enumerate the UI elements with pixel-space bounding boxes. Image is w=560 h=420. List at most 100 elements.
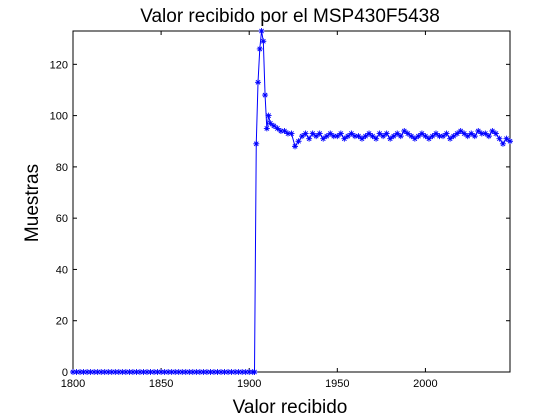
data-point bbox=[91, 369, 98, 375]
data-point bbox=[482, 130, 489, 137]
data-point bbox=[429, 133, 436, 140]
data-point bbox=[394, 130, 401, 137]
data-point bbox=[464, 133, 471, 140]
y-axis-label: Muestras bbox=[22, 164, 43, 242]
data-point bbox=[390, 133, 397, 140]
data-point bbox=[80, 369, 87, 375]
data-point bbox=[468, 130, 475, 137]
data-point bbox=[210, 369, 217, 375]
data-point bbox=[228, 369, 235, 375]
data-point bbox=[376, 130, 383, 137]
data-point bbox=[189, 369, 196, 375]
data-point bbox=[232, 369, 239, 375]
data-point bbox=[408, 133, 415, 140]
data-point bbox=[182, 369, 189, 375]
data-point bbox=[161, 369, 168, 375]
data-point bbox=[203, 369, 210, 375]
series-line bbox=[73, 30, 511, 373]
data-point bbox=[214, 369, 221, 375]
data-point bbox=[263, 125, 270, 132]
data-point bbox=[225, 369, 232, 375]
data-point bbox=[218, 369, 225, 375]
data-point bbox=[362, 133, 369, 140]
x-tick-label: 1800 bbox=[61, 378, 85, 390]
data-point bbox=[475, 127, 482, 134]
data-point bbox=[323, 133, 330, 140]
data-point bbox=[373, 135, 380, 142]
data-point bbox=[165, 369, 172, 375]
data-point bbox=[418, 130, 425, 137]
data-point bbox=[147, 369, 154, 375]
data-point bbox=[235, 369, 242, 375]
data-point bbox=[115, 369, 122, 375]
data-point bbox=[489, 127, 496, 134]
data-point bbox=[258, 28, 265, 34]
data-point bbox=[404, 130, 411, 137]
y-tick-label: 60 bbox=[56, 213, 68, 225]
data-point bbox=[207, 369, 214, 375]
data-point bbox=[256, 45, 263, 52]
data-point bbox=[447, 135, 454, 142]
data-point bbox=[175, 369, 182, 375]
data-point bbox=[496, 135, 503, 142]
data-point bbox=[136, 369, 143, 375]
data-point bbox=[295, 138, 302, 145]
data-point bbox=[330, 133, 337, 140]
data-point bbox=[265, 112, 272, 119]
data-point bbox=[253, 140, 260, 147]
data-point bbox=[341, 135, 348, 142]
data-point bbox=[320, 135, 327, 142]
data-point bbox=[151, 369, 158, 375]
y-tick-label: 100 bbox=[50, 111, 68, 123]
data-point bbox=[140, 369, 147, 375]
data-point bbox=[299, 133, 306, 140]
data-point bbox=[179, 369, 186, 375]
x-tick-label: 2000 bbox=[413, 378, 437, 390]
data-point bbox=[87, 369, 94, 375]
data-point bbox=[337, 130, 344, 137]
data-point bbox=[454, 130, 461, 137]
data-point bbox=[358, 135, 365, 142]
data-point bbox=[292, 143, 299, 150]
data-point bbox=[507, 138, 513, 145]
data-point bbox=[98, 369, 105, 375]
data-point bbox=[387, 135, 394, 142]
data-point bbox=[411, 135, 418, 142]
data-point bbox=[351, 133, 358, 140]
data-point bbox=[119, 369, 126, 375]
x-tick-label: 1900 bbox=[237, 378, 261, 390]
data-point bbox=[415, 133, 422, 140]
data-point bbox=[246, 369, 253, 375]
data-point bbox=[401, 127, 408, 134]
data-point bbox=[239, 369, 246, 375]
data-point bbox=[397, 133, 404, 140]
data-point bbox=[108, 369, 115, 375]
data-point bbox=[302, 130, 309, 137]
data-point bbox=[499, 140, 506, 147]
data-point bbox=[492, 130, 499, 137]
data-point bbox=[425, 135, 432, 142]
plot-area: 1800 1850 1900 1950 2000 0 20 40 60 80 100 120 bbox=[50, 28, 513, 390]
data-point bbox=[129, 369, 136, 375]
data-point bbox=[267, 120, 274, 127]
data-point bbox=[369, 133, 376, 140]
y-tick-label: 40 bbox=[56, 264, 68, 276]
data-point bbox=[277, 127, 284, 134]
data-point bbox=[168, 369, 175, 375]
data-point bbox=[274, 125, 281, 132]
data-point bbox=[158, 369, 165, 375]
data-point bbox=[284, 130, 291, 137]
x-tick-label: 1850 bbox=[149, 378, 173, 390]
data-point bbox=[355, 133, 362, 140]
data-point bbox=[186, 369, 193, 375]
chart-title: Valor recibido por el MSP430F5438 bbox=[140, 6, 440, 27]
data-point bbox=[334, 133, 341, 140]
data-point bbox=[251, 369, 258, 375]
data-point bbox=[485, 133, 492, 140]
data-point bbox=[422, 133, 429, 140]
data-point bbox=[348, 130, 355, 137]
data-point bbox=[288, 130, 295, 137]
data-point bbox=[255, 79, 262, 86]
data-point bbox=[112, 369, 119, 375]
data-point bbox=[478, 130, 485, 137]
